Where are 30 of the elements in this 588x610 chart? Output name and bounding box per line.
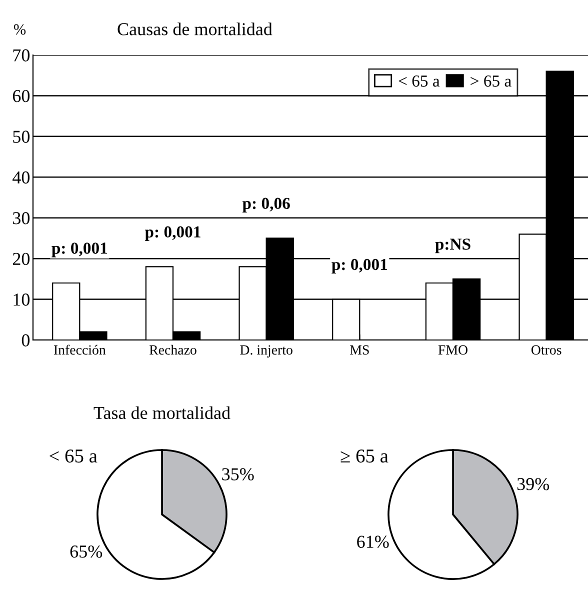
legend-label: < 65 a bbox=[398, 75, 440, 87]
annotation: p:NS bbox=[435, 238, 470, 254]
y-tick-label: 60 bbox=[12, 90, 30, 102]
x-tick-label: D. injerto bbox=[240, 345, 292, 358]
y-tick-label: 30 bbox=[13, 212, 30, 224]
data-label: 39% bbox=[517, 478, 550, 490]
data-label: 65% bbox=[70, 545, 102, 558]
annotation: p: 0,001 bbox=[52, 242, 108, 258]
chart-title: Tasa de mortalidad bbox=[94, 406, 230, 420]
annotation: p: 0,001 bbox=[144, 226, 200, 241]
y-tick-label: 0 bbox=[22, 334, 30, 346]
y-tick-label: 50 bbox=[13, 130, 30, 143]
x-tick-label: Rechazo bbox=[149, 344, 196, 355]
chart-subtitle: ≥ 65 a bbox=[340, 450, 388, 463]
chart-title: Causas de mortalidad bbox=[118, 22, 272, 36]
legend-label: > 65 a bbox=[470, 75, 512, 87]
x-tick-label: Otros bbox=[531, 345, 562, 355]
data-label: 35% bbox=[222, 468, 254, 480]
y-tick-label: 20 bbox=[12, 252, 30, 266]
x-tick-label: Infección bbox=[54, 344, 106, 355]
y-tick-label: 70 bbox=[13, 49, 30, 62]
y-tick-label: 10 bbox=[14, 294, 30, 306]
annotation: p: 0,001 bbox=[332, 258, 388, 274]
chart-subtitle: < 65 a bbox=[50, 450, 98, 463]
data-label: 61% bbox=[357, 536, 389, 548]
annotation: p: 0,06 bbox=[242, 198, 290, 212]
y-tick-label: 40 bbox=[12, 171, 30, 184]
x-tick-label: FMO bbox=[438, 345, 468, 355]
x-tick-label: MS bbox=[350, 345, 369, 355]
y-axis-title: % bbox=[14, 24, 26, 35]
